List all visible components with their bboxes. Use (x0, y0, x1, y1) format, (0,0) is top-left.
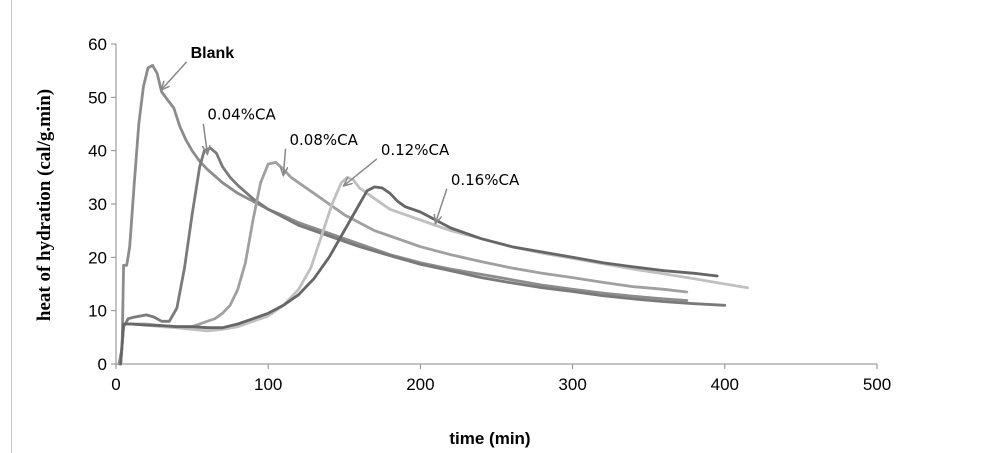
x-axis-title: time (min) (449, 429, 530, 448)
x-tick-label: 100 (254, 375, 282, 394)
y-tick-label: 40 (88, 142, 107, 161)
series-lines (117, 63, 749, 366)
annotation-label: 0.04%CA (207, 106, 276, 124)
y-tick-label: 20 (88, 248, 107, 267)
annotation-arrow (283, 148, 285, 175)
y-tick-label: 50 (88, 88, 107, 107)
y-axis-title: heat of hydration (cal/g.min) (34, 89, 55, 321)
series-line-1 (117, 63, 689, 366)
series-line-5 (119, 185, 719, 366)
series-line-2 (119, 146, 727, 366)
y-tick-label: 0 (98, 355, 107, 374)
annotation-label: Blank (191, 45, 235, 62)
annotation-label: 0.12%CA (381, 141, 450, 159)
annotation-arrow (162, 61, 188, 89)
annotation-arrow (436, 188, 448, 223)
annotation-arrow (344, 158, 378, 185)
annotation-label: 0.08%CA (290, 131, 359, 149)
y-tick-label: 10 (88, 302, 107, 321)
y-tick-label: 60 (88, 35, 107, 54)
annotation-arrow (203, 123, 207, 154)
x-tick-label: 0 (111, 375, 120, 394)
axes: 0 10 20 30 40 50 60 0 100 200 300 400 500 (88, 35, 891, 394)
y-tick-label: 30 (88, 195, 107, 214)
annotation-label: 0.16%CA (451, 171, 520, 189)
x-tick-label: 300 (558, 375, 586, 394)
x-tick-label: 200 (406, 375, 434, 394)
x-tick-label: 400 (711, 375, 739, 394)
x-tick-label: 500 (863, 375, 891, 394)
annotations: Blank 0.04%CA 0.08%CA 0.12%CA0.16%CA (162, 45, 520, 223)
left-frame-line (11, 0, 12, 453)
